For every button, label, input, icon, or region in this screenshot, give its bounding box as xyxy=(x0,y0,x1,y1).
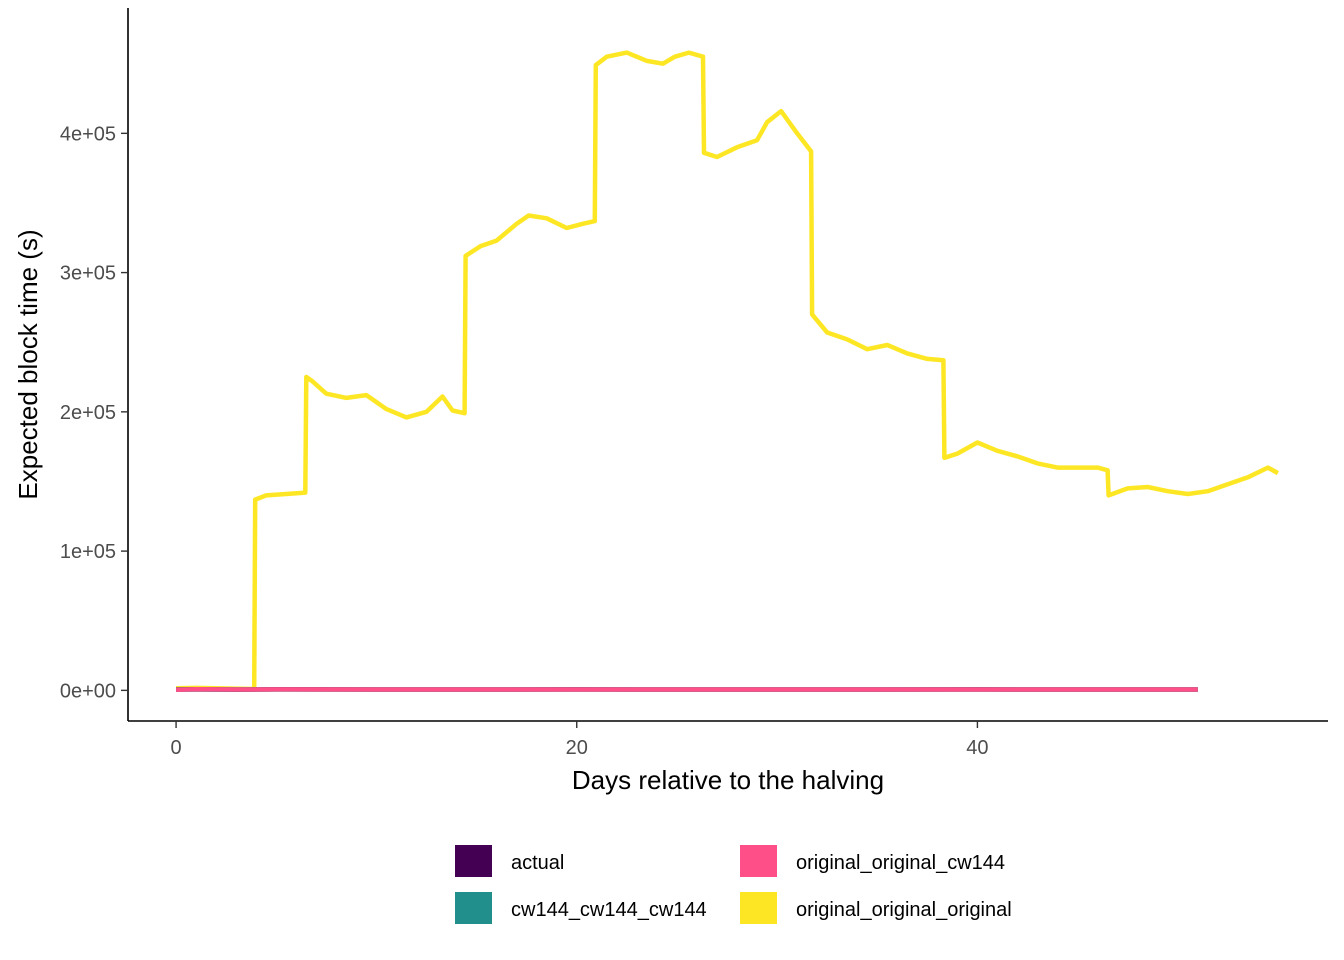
legend-key-original_original_cw144 xyxy=(740,845,777,877)
legend-label-original_original_original: original_original_original xyxy=(796,899,1012,921)
series-line-original_original_original xyxy=(176,50,1279,692)
x-axis-title: Days relative to the halving xyxy=(572,765,884,795)
legend-key-actual xyxy=(455,845,492,877)
x-tick-label: 0 xyxy=(171,737,182,759)
legend-label-cw144_cw144_cw144: cw144_cw144_cw144 xyxy=(511,899,707,921)
x-tick-label: 40 xyxy=(966,737,988,759)
series-line-original_original_cw144 xyxy=(176,686,1198,692)
y-tick-label: 4e+05 xyxy=(60,123,116,145)
y-tick-label: 3e+05 xyxy=(60,263,116,285)
x-tick-label: 20 xyxy=(566,737,588,759)
legend-label-original_original_cw144: original_original_cw144 xyxy=(796,852,1005,874)
y-tick-label: 2e+05 xyxy=(60,402,116,424)
series-layer xyxy=(176,50,1279,692)
y-axis-title: Expected block time (s) xyxy=(13,229,43,499)
legend-label-actual: actual xyxy=(511,852,564,874)
y-ticks: 0e+00 1e+05 2e+05 3e+05 4e+05 xyxy=(60,123,128,702)
y-tick-label: 0e+00 xyxy=(60,680,116,702)
y-tick-label: 1e+05 xyxy=(60,541,116,563)
legend-key-cw144_cw144_cw144 xyxy=(455,892,492,924)
x-ticks: 0 20 40 xyxy=(171,721,989,759)
legend: actual cw144_cw144_cw144 original_original… xyxy=(455,845,1012,924)
legend-key-original_original_original xyxy=(740,892,777,924)
